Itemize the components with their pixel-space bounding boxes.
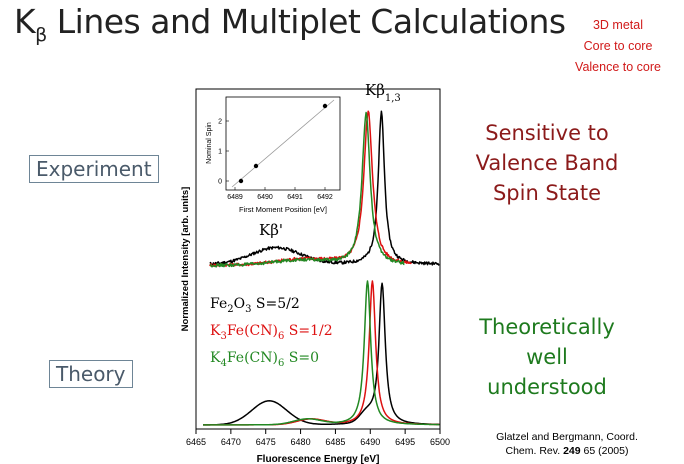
- citation: Glatzel and Bergmann, Coord. Chem. Rev. …: [472, 430, 662, 458]
- sensitive-line-1: Sensitive to: [485, 121, 609, 145]
- y-axis-label: Normalized Intensity [arb. units]: [180, 187, 191, 332]
- kbeta13-main: Kβ: [365, 81, 385, 99]
- x-tick-label: 6480: [291, 437, 311, 447]
- x-tick-label: 6485: [325, 437, 345, 447]
- kbeta13-sub: 1,3: [385, 93, 401, 104]
- experiment-fe2o3-s-5-2-line: [209, 110, 440, 266]
- note-valence-to-core: Valence to core: [575, 60, 661, 74]
- inset-x-tick-label: 6489: [227, 194, 243, 201]
- theoretical-line-2: well: [526, 345, 568, 369]
- theoretical-line-3: understood: [487, 375, 607, 399]
- x-tick-label: 6475: [256, 437, 276, 447]
- inset-content: 6489 6490 6491 6492 0 1 2: [218, 99, 335, 201]
- citation-volume: 249: [563, 445, 581, 457]
- x-tick-label: 6495: [395, 437, 415, 447]
- x-axis-label: Fluorescence Energy [eV]: [257, 454, 380, 464]
- experiment-k4fe-cn-6-s-0-line: [209, 111, 405, 268]
- legend-entry: K3Fe(CN)6 S=1/2: [210, 323, 333, 342]
- spectra-layer: [202, 110, 440, 426]
- inset-y-tick-label: 0: [218, 179, 222, 186]
- sensitive-line-2: Valence Band: [475, 151, 619, 175]
- x-axis-ticks: 6465 6470 6475 6480 6485 6490 6495 6500: [186, 429, 450, 447]
- theory-label: Theory: [49, 360, 133, 388]
- x-tick-label: 6470: [221, 437, 241, 447]
- inset-x-label: First Moment Position [eV]: [239, 205, 327, 214]
- theoretical-line-1: Theoretically: [479, 315, 615, 339]
- title-rest: Lines and Multiplet Calculations: [46, 2, 566, 41]
- x-tick-label: 6465: [186, 437, 206, 447]
- theoretical-statement: Theoretically well understood: [462, 312, 632, 402]
- legend: Fe2O3 S=5/2 K3Fe(CN)6 S=1/2 K4Fe(CN)6 S=0: [210, 296, 333, 369]
- legend-entry: Fe2O3 S=5/2: [210, 296, 300, 315]
- title-subscript: β: [35, 24, 47, 46]
- sensitive-statement: Sensitive to Valence Band Spin State: [462, 118, 632, 208]
- inset-data-point: [238, 178, 244, 184]
- inset-y-tick-label: 2: [218, 119, 222, 126]
- citation-pages-year: 65 (2005): [580, 445, 629, 457]
- citation-journal: Chem. Rev.: [505, 445, 564, 457]
- sensitive-line-3: Spin State: [492, 181, 602, 205]
- inset-y-label: Nominal Spin: [206, 122, 213, 164]
- inset-fit-line: [231, 99, 335, 188]
- theory-fe2o3-s-5-2-line: [202, 282, 440, 426]
- inset-x-tick-label: 6491: [287, 194, 303, 201]
- kbeta13-label: Kβ1,3: [365, 81, 401, 104]
- theory-k4fe-cn-6-s-0-line: [202, 280, 440, 426]
- x-tick-label: 6500: [430, 437, 450, 447]
- inset-plot: 6489 6490 6491 6492 0 1 2 First Moment Positio…: [206, 96, 341, 214]
- slide-title: Kβ Lines and Multiplet Calculations: [14, 2, 566, 46]
- inset-data-point: [322, 103, 328, 109]
- kbeta-prime-label: Kβ': [259, 221, 283, 239]
- legend-entry: K4Fe(CN)6 S=0: [210, 350, 319, 369]
- x-tick-label: 6490: [360, 437, 380, 447]
- citation-line-2: Chem. Rev. 249 65 (2005): [472, 444, 662, 458]
- title-main: K: [14, 2, 36, 41]
- note-3d-metal: 3D metal: [592, 18, 644, 32]
- note-core-to-core: Core to core: [583, 39, 653, 53]
- main-plot-frame: [195, 88, 441, 430]
- inset-data-point: [253, 163, 259, 169]
- inset-x-tick-label: 6492: [317, 194, 333, 201]
- citation-line-1: Glatzel and Bergmann, Coord.: [496, 431, 638, 443]
- experiment-label: Experiment: [29, 155, 159, 183]
- inset-y-tick-label: 1: [218, 149, 222, 156]
- inset-frame: [225, 96, 341, 191]
- inset-x-tick-label: 6490: [257, 194, 273, 201]
